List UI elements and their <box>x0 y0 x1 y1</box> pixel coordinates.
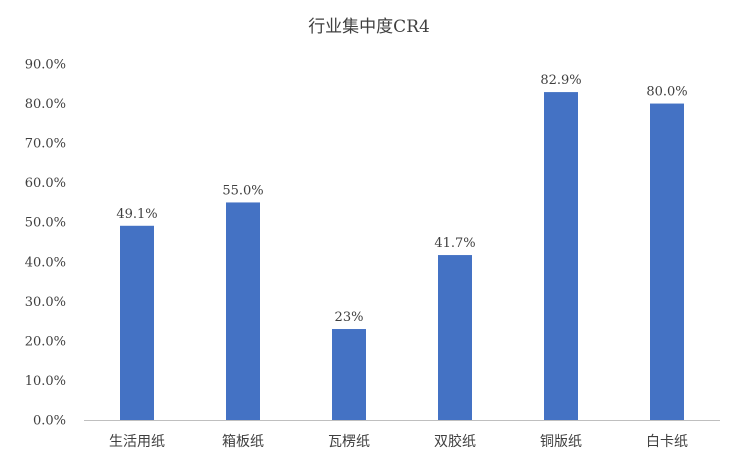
bars <box>120 92 684 421</box>
bar-3 <box>332 329 366 420</box>
bar-2 <box>226 202 260 420</box>
bar-6 <box>650 103 684 421</box>
y-tick-label: 60.0% <box>25 176 66 191</box>
y-tick-label: 0.0% <box>33 414 66 429</box>
data-labels: 49.1% 55.0% 23% 41.7% 82.9% 80.0% <box>116 73 687 325</box>
y-tick-label: 40.0% <box>25 255 66 270</box>
data-label-3: 23% <box>335 310 364 325</box>
y-tick-label: 10.0% <box>25 374 66 389</box>
y-tick-label: 20.0% <box>25 334 66 349</box>
chart-title: 行业集中度CR4 <box>308 17 430 37</box>
x-tick-label-1: 生活用纸 <box>109 434 165 450</box>
y-tick-label: 80.0% <box>25 97 66 112</box>
x-tick-label-2: 箱板纸 <box>222 434 264 450</box>
y-axis-tick-labels: 0.0% 10.0% 20.0% 30.0% 40.0% 50.0% 60.0% 70.0% 8… <box>25 58 66 429</box>
bar-4 <box>438 255 472 420</box>
x-tick-label-6: 白卡纸 <box>646 434 688 450</box>
data-label-6: 80.0% <box>646 85 687 100</box>
x-tick-label-4: 双胶纸 <box>434 433 476 450</box>
data-label-4: 41.7% <box>434 236 475 251</box>
x-tick-label-5: 铜版纸 <box>540 434 582 450</box>
x-tick-label-3: 瓦楞纸 <box>328 434 370 450</box>
bar-1 <box>120 225 154 420</box>
data-label-5: 82.9% <box>540 73 581 88</box>
y-tick-label: 70.0% <box>25 137 66 152</box>
y-tick-label: 30.0% <box>25 295 66 310</box>
y-tick-label: 90.0% <box>25 58 66 73</box>
bar-5 <box>544 92 578 420</box>
data-label-1: 49.1% <box>116 207 157 222</box>
y-tick-label: 50.0% <box>25 216 66 231</box>
data-label-2: 55.0% <box>222 183 263 198</box>
x-axis-tick-labels: 生活用纸 箱板纸 瓦楞纸 双胶纸 铜版纸 白卡纸 <box>109 433 688 450</box>
